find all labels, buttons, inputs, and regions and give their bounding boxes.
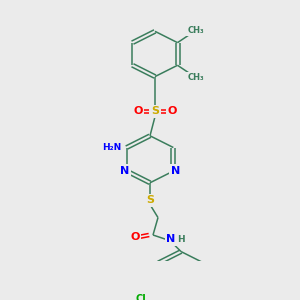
Text: CH₃: CH₃ xyxy=(187,26,204,35)
Text: H: H xyxy=(177,235,185,244)
Text: CH₃: CH₃ xyxy=(187,73,204,82)
Text: S: S xyxy=(146,195,154,205)
Text: N: N xyxy=(120,166,129,176)
Text: O: O xyxy=(167,106,177,116)
Text: S: S xyxy=(151,106,159,116)
Text: O: O xyxy=(133,106,143,116)
Text: O: O xyxy=(130,232,140,242)
Text: Cl: Cl xyxy=(135,294,146,300)
Text: N: N xyxy=(171,166,180,176)
Text: H₂N: H₂N xyxy=(102,143,121,152)
Text: N: N xyxy=(167,234,176,244)
